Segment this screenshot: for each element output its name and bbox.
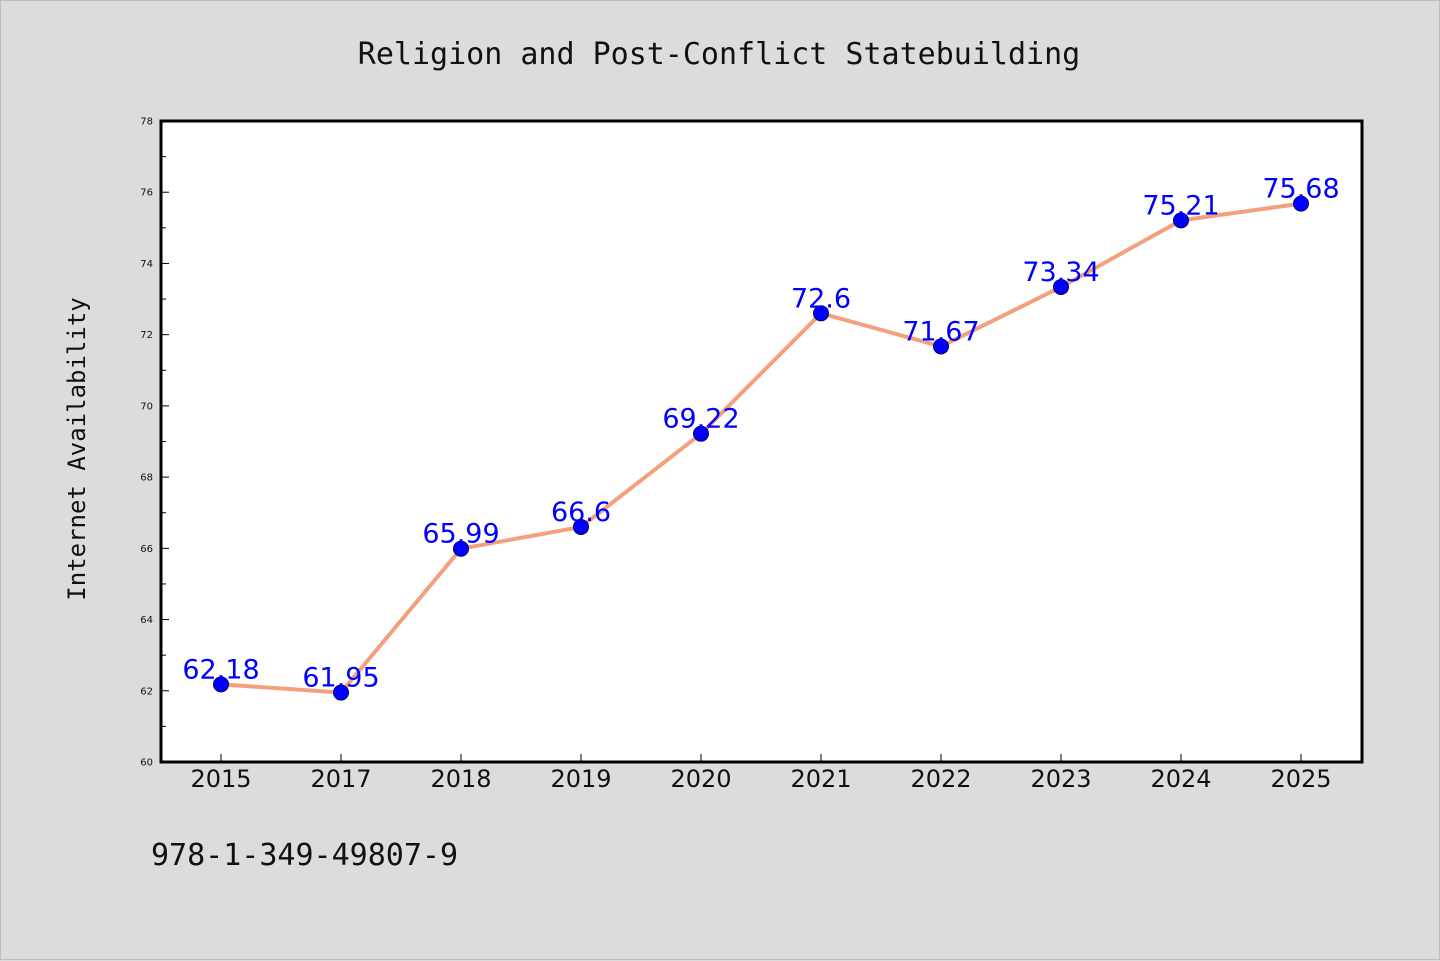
- x-tick-label: 2025: [1270, 765, 1331, 793]
- x-tick-label: 2024: [1150, 765, 1211, 793]
- x-tick-label: 2015: [190, 765, 251, 793]
- y-tick-label: 64: [140, 615, 153, 626]
- data-label: 73.34: [1022, 257, 1099, 288]
- data-point-marker: [1173, 212, 1189, 229]
- y-axis-ticks: 60 62 64 66 68 70 72 74 76 78: [140, 117, 169, 769]
- data-label: 75.21: [1142, 190, 1219, 221]
- series-line-group: [213, 195, 1309, 701]
- y-tick-label: 68: [140, 473, 153, 484]
- x-tick-label: 2021: [790, 765, 851, 793]
- y-tick-label: 60: [140, 758, 153, 769]
- y-tick-label: 70: [140, 401, 153, 412]
- data-label: 69.22: [662, 404, 739, 435]
- x-tick-label: 2022: [910, 765, 971, 793]
- data-point-marker: [1053, 278, 1069, 295]
- y-axis-label: Internet Availability: [63, 297, 91, 600]
- x-axis-ticks: 2015 2017 2018 2019 2020 2021 2022 2023 2024 2025: [190, 754, 1332, 793]
- data-label: 71.67: [902, 316, 979, 347]
- isbn-footnote: 978-1-349-49807-9: [151, 838, 458, 873]
- data-point-marker: [813, 305, 829, 322]
- data-label-group: 62.18 61.95 65.99 66.6 69.22 72.6 71.67 73.34 75…: [182, 174, 1339, 694]
- data-point-marker: [333, 684, 349, 701]
- x-tick-label: 2018: [430, 765, 491, 793]
- series-line: [219, 201, 1303, 695]
- y-tick-label: 72: [140, 330, 153, 341]
- data-point-marker: [933, 338, 949, 355]
- plot-area: [159, 119, 1364, 764]
- data-point-marker: [693, 425, 709, 442]
- data-label: 75.68: [1262, 174, 1339, 205]
- data-point-marker: [1293, 195, 1309, 212]
- data-point-marker: [213, 676, 229, 693]
- data-point-marker: [453, 540, 469, 557]
- y-tick-label: 66: [140, 544, 153, 555]
- data-label: 62.18: [182, 654, 259, 685]
- data-label: 72.6: [791, 283, 851, 314]
- y-tick-label: 78: [140, 117, 153, 128]
- chart-title: Religion and Post-Conflict Statebuilding: [358, 37, 1080, 72]
- data-label: 66.6: [551, 497, 611, 528]
- data-label: 65.99: [422, 519, 499, 550]
- y-tick-label: 62: [140, 686, 153, 697]
- y-tick-label: 76: [140, 188, 153, 199]
- data-point-marker: [573, 518, 589, 535]
- x-tick-label: 2017: [310, 765, 371, 793]
- x-tick-label: 2020: [670, 765, 731, 793]
- data-label: 61.95: [302, 663, 379, 694]
- x-tick-label: 2019: [550, 765, 611, 793]
- x-tick-label: 2023: [1030, 765, 1091, 793]
- y-tick-label: 74: [140, 259, 153, 270]
